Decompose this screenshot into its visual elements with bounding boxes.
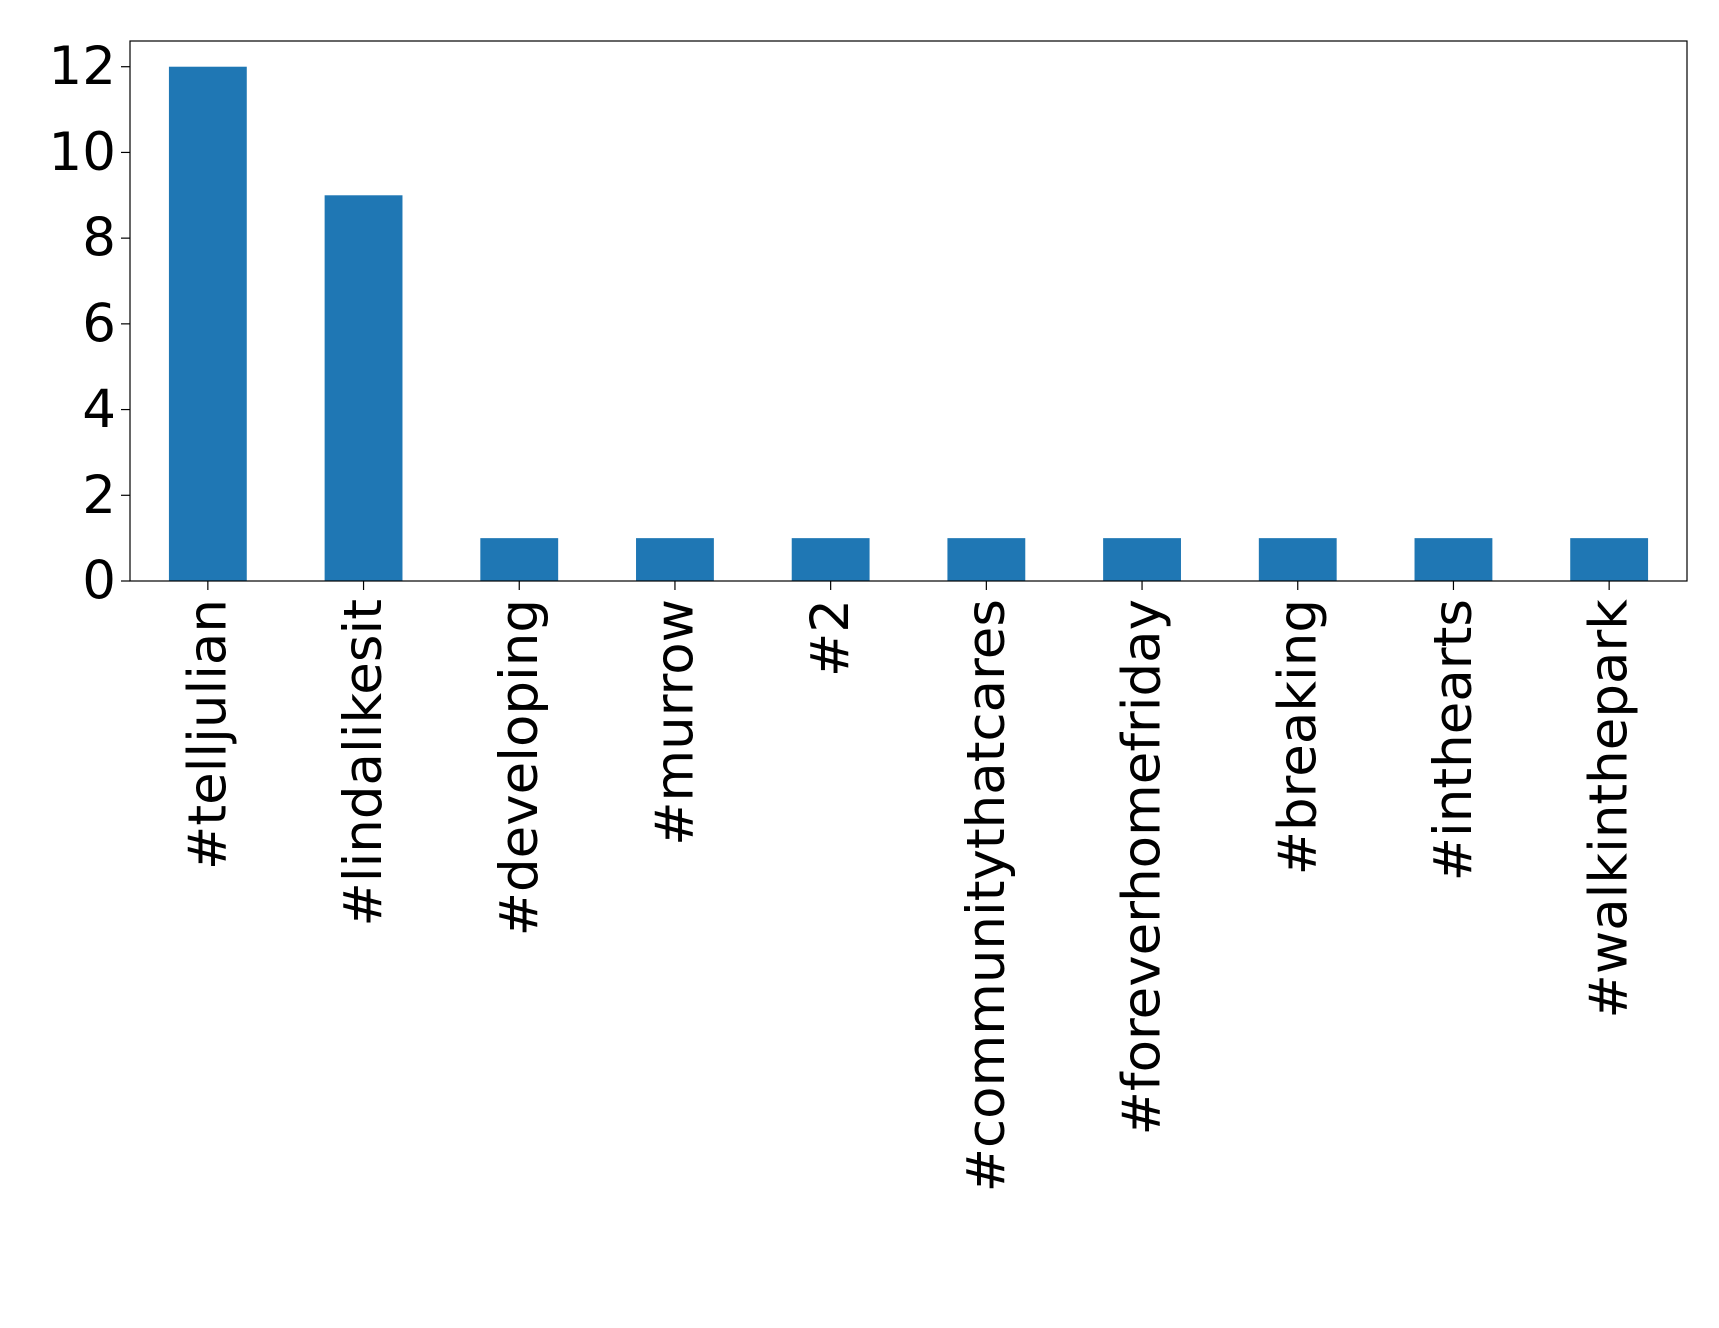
y-tick-label: 0: [82, 551, 116, 612]
x-tick-label: #lindalikesit: [333, 599, 394, 927]
y-tick-label: 10: [49, 122, 116, 183]
x-tick-label: #developing: [489, 599, 550, 936]
x-tick-label: #telljulian: [177, 599, 238, 870]
bar: [480, 538, 559, 581]
y-tick-label: 2: [82, 465, 116, 526]
bar: [1414, 538, 1493, 581]
x-tick-label: #inthearts: [1423, 599, 1484, 881]
bar: [168, 66, 247, 581]
bar: [1103, 538, 1181, 581]
x-tick-label: #2: [800, 599, 861, 677]
y-tick-label: 6: [82, 293, 116, 354]
y-tick-label: 8: [82, 208, 116, 269]
plot-frame: [129, 40, 1688, 582]
x-tick-label: #murrow: [644, 599, 705, 846]
bar: [1258, 538, 1337, 581]
bar: [324, 195, 403, 582]
bar: [791, 538, 870, 581]
bar: [636, 538, 714, 581]
x-tick-label: #communitythatcares: [956, 599, 1017, 1192]
bar: [1570, 538, 1649, 581]
bar: [947, 538, 1026, 581]
x-tick-label: #walkinthepark: [1579, 599, 1640, 1019]
x-tick-label: #foreverhomefriday: [1112, 599, 1173, 1135]
x-tick-label: #breaking: [1267, 599, 1328, 875]
y-tick-label: 12: [49, 36, 116, 97]
y-tick-label: 4: [82, 379, 116, 440]
